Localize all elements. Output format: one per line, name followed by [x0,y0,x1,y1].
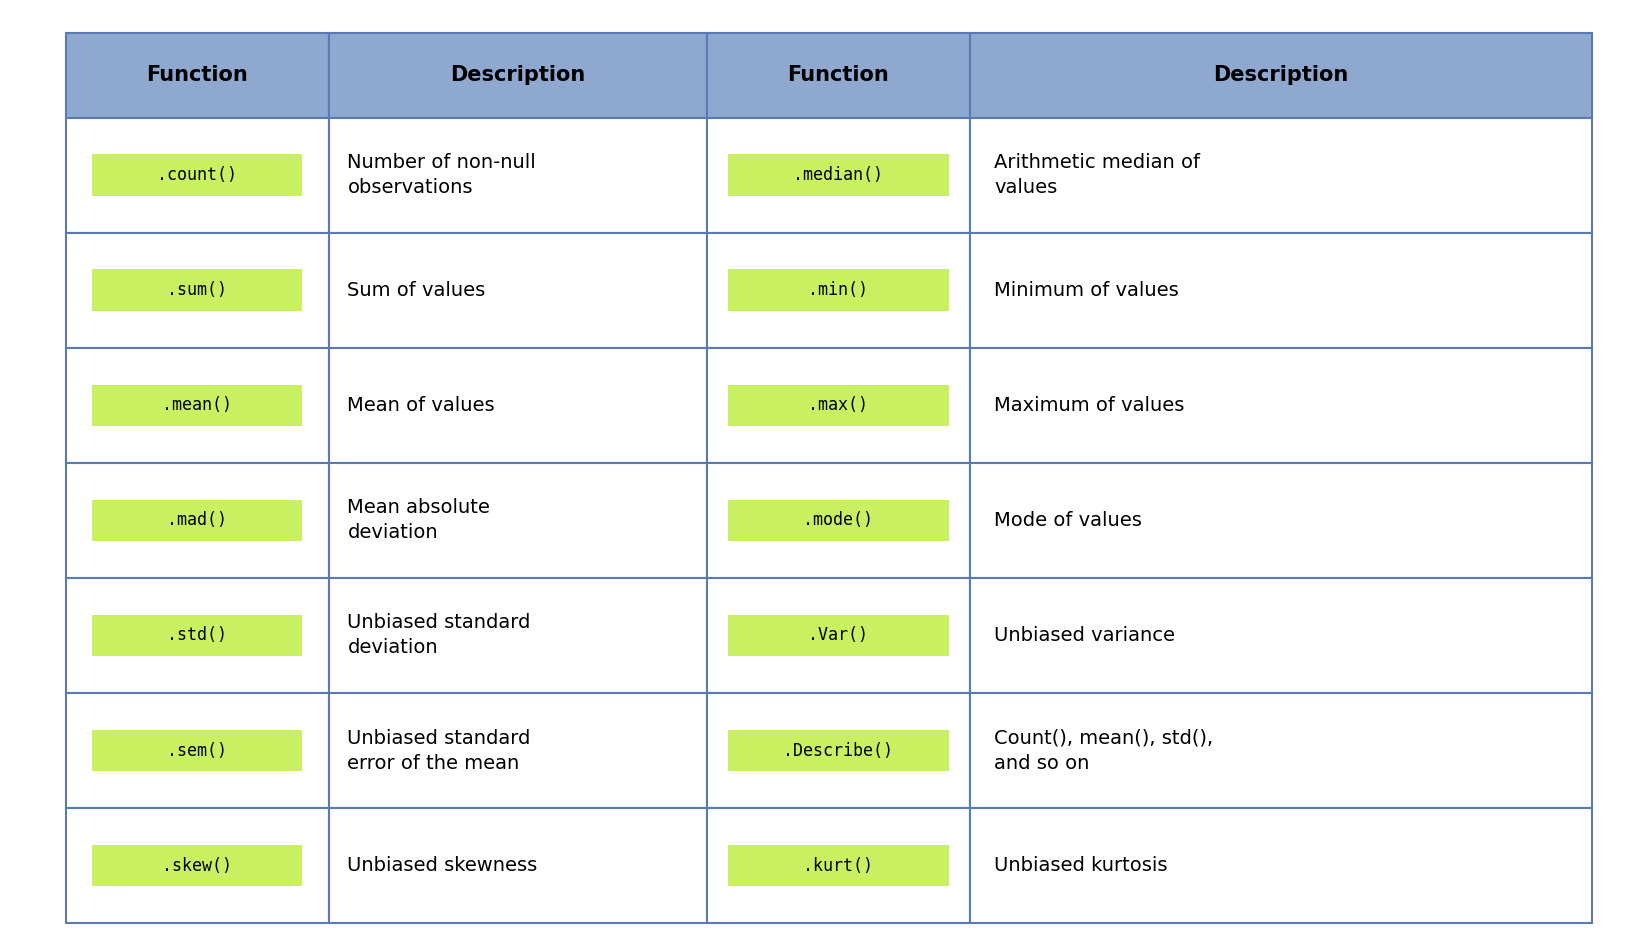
Text: Maximum of values: Maximum of values [995,396,1185,414]
Text: Mode of values: Mode of values [995,511,1142,529]
Bar [328,348,706,463]
Text: .mad(): .mad() [167,512,228,529]
Text: .Var(): .Var() [808,626,868,644]
Bar [92,845,302,886]
Text: Unbiased kurtosis: Unbiased kurtosis [995,856,1168,875]
Bar [66,33,328,118]
Bar [328,693,706,808]
Bar [706,233,970,348]
Bar [328,463,706,577]
Bar [728,154,949,196]
Text: .median(): .median() [794,166,883,184]
Text: .mode(): .mode() [804,512,873,529]
Text: .sem(): .sem() [167,741,228,759]
Bar [970,808,1592,923]
Bar [706,693,970,808]
Bar [970,233,1592,348]
Bar [92,154,302,196]
Bar [706,118,970,233]
Bar [92,269,302,311]
Bar [328,808,706,923]
Text: .Describe(): .Describe() [784,741,893,759]
Bar [970,33,1592,118]
Bar [728,615,949,657]
Text: Unbiased standard
deviation: Unbiased standard deviation [348,613,531,658]
Bar [728,730,949,771]
Text: Function: Function [147,65,248,86]
Text: Function: Function [787,65,889,86]
Bar [728,384,949,426]
Bar [66,808,328,923]
Bar [970,577,1592,693]
Text: .kurt(): .kurt() [804,856,873,874]
Bar [92,384,302,426]
Bar [706,463,970,577]
Bar [706,348,970,463]
Text: .max(): .max() [808,397,868,414]
Bar [706,33,970,118]
Text: .min(): .min() [808,281,868,300]
Bar [66,233,328,348]
Bar [970,348,1592,463]
Text: Mean of values: Mean of values [348,396,495,414]
Bar [92,499,302,541]
Bar [970,693,1592,808]
Bar [728,499,949,541]
Text: Description: Description [1213,65,1348,86]
Bar [706,577,970,693]
Text: Unbiased standard
error of the mean: Unbiased standard error of the mean [348,728,531,772]
Text: .mean(): .mean() [162,397,233,414]
Bar [728,845,949,886]
Text: Sum of values: Sum of values [348,281,485,300]
Text: .skew(): .skew() [162,856,233,874]
Text: Count(), mean(), std(),
and so on: Count(), mean(), std(), and so on [995,728,1213,772]
Bar [66,348,328,463]
Text: Number of non-null
observations: Number of non-null observations [348,154,536,197]
Bar [328,577,706,693]
Bar [66,693,328,808]
Bar [92,615,302,657]
Bar [66,118,328,233]
Text: Unbiased variance: Unbiased variance [995,625,1175,645]
Bar [728,269,949,311]
Text: .std(): .std() [167,626,228,644]
Bar [970,463,1592,577]
Text: Minimum of values: Minimum of values [995,281,1180,300]
Text: .sum(): .sum() [167,281,228,300]
Text: Mean absolute
deviation: Mean absolute deviation [348,498,490,543]
Bar [328,118,706,233]
Bar [66,577,328,693]
Text: Arithmetic median of
values: Arithmetic median of values [995,154,1201,197]
Text: Unbiased skewness: Unbiased skewness [348,856,538,875]
Text: .count(): .count() [157,166,238,184]
Text: Description: Description [450,65,586,86]
Bar [970,118,1592,233]
Bar [328,233,706,348]
Bar [706,808,970,923]
Bar [328,33,706,118]
Bar [66,463,328,577]
Bar [92,730,302,771]
